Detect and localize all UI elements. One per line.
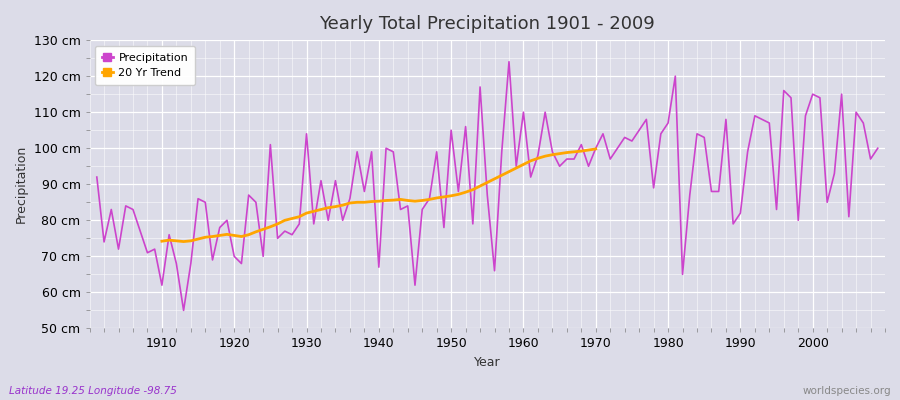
Y-axis label: Precipitation: Precipitation (15, 145, 28, 223)
Title: Yearly Total Precipitation 1901 - 2009: Yearly Total Precipitation 1901 - 2009 (320, 15, 655, 33)
X-axis label: Year: Year (474, 356, 500, 369)
Text: Latitude 19.25 Longitude -98.75: Latitude 19.25 Longitude -98.75 (9, 386, 177, 396)
Legend: Precipitation, 20 Yr Trend: Precipitation, 20 Yr Trend (95, 46, 195, 85)
Text: worldspecies.org: worldspecies.org (803, 386, 891, 396)
